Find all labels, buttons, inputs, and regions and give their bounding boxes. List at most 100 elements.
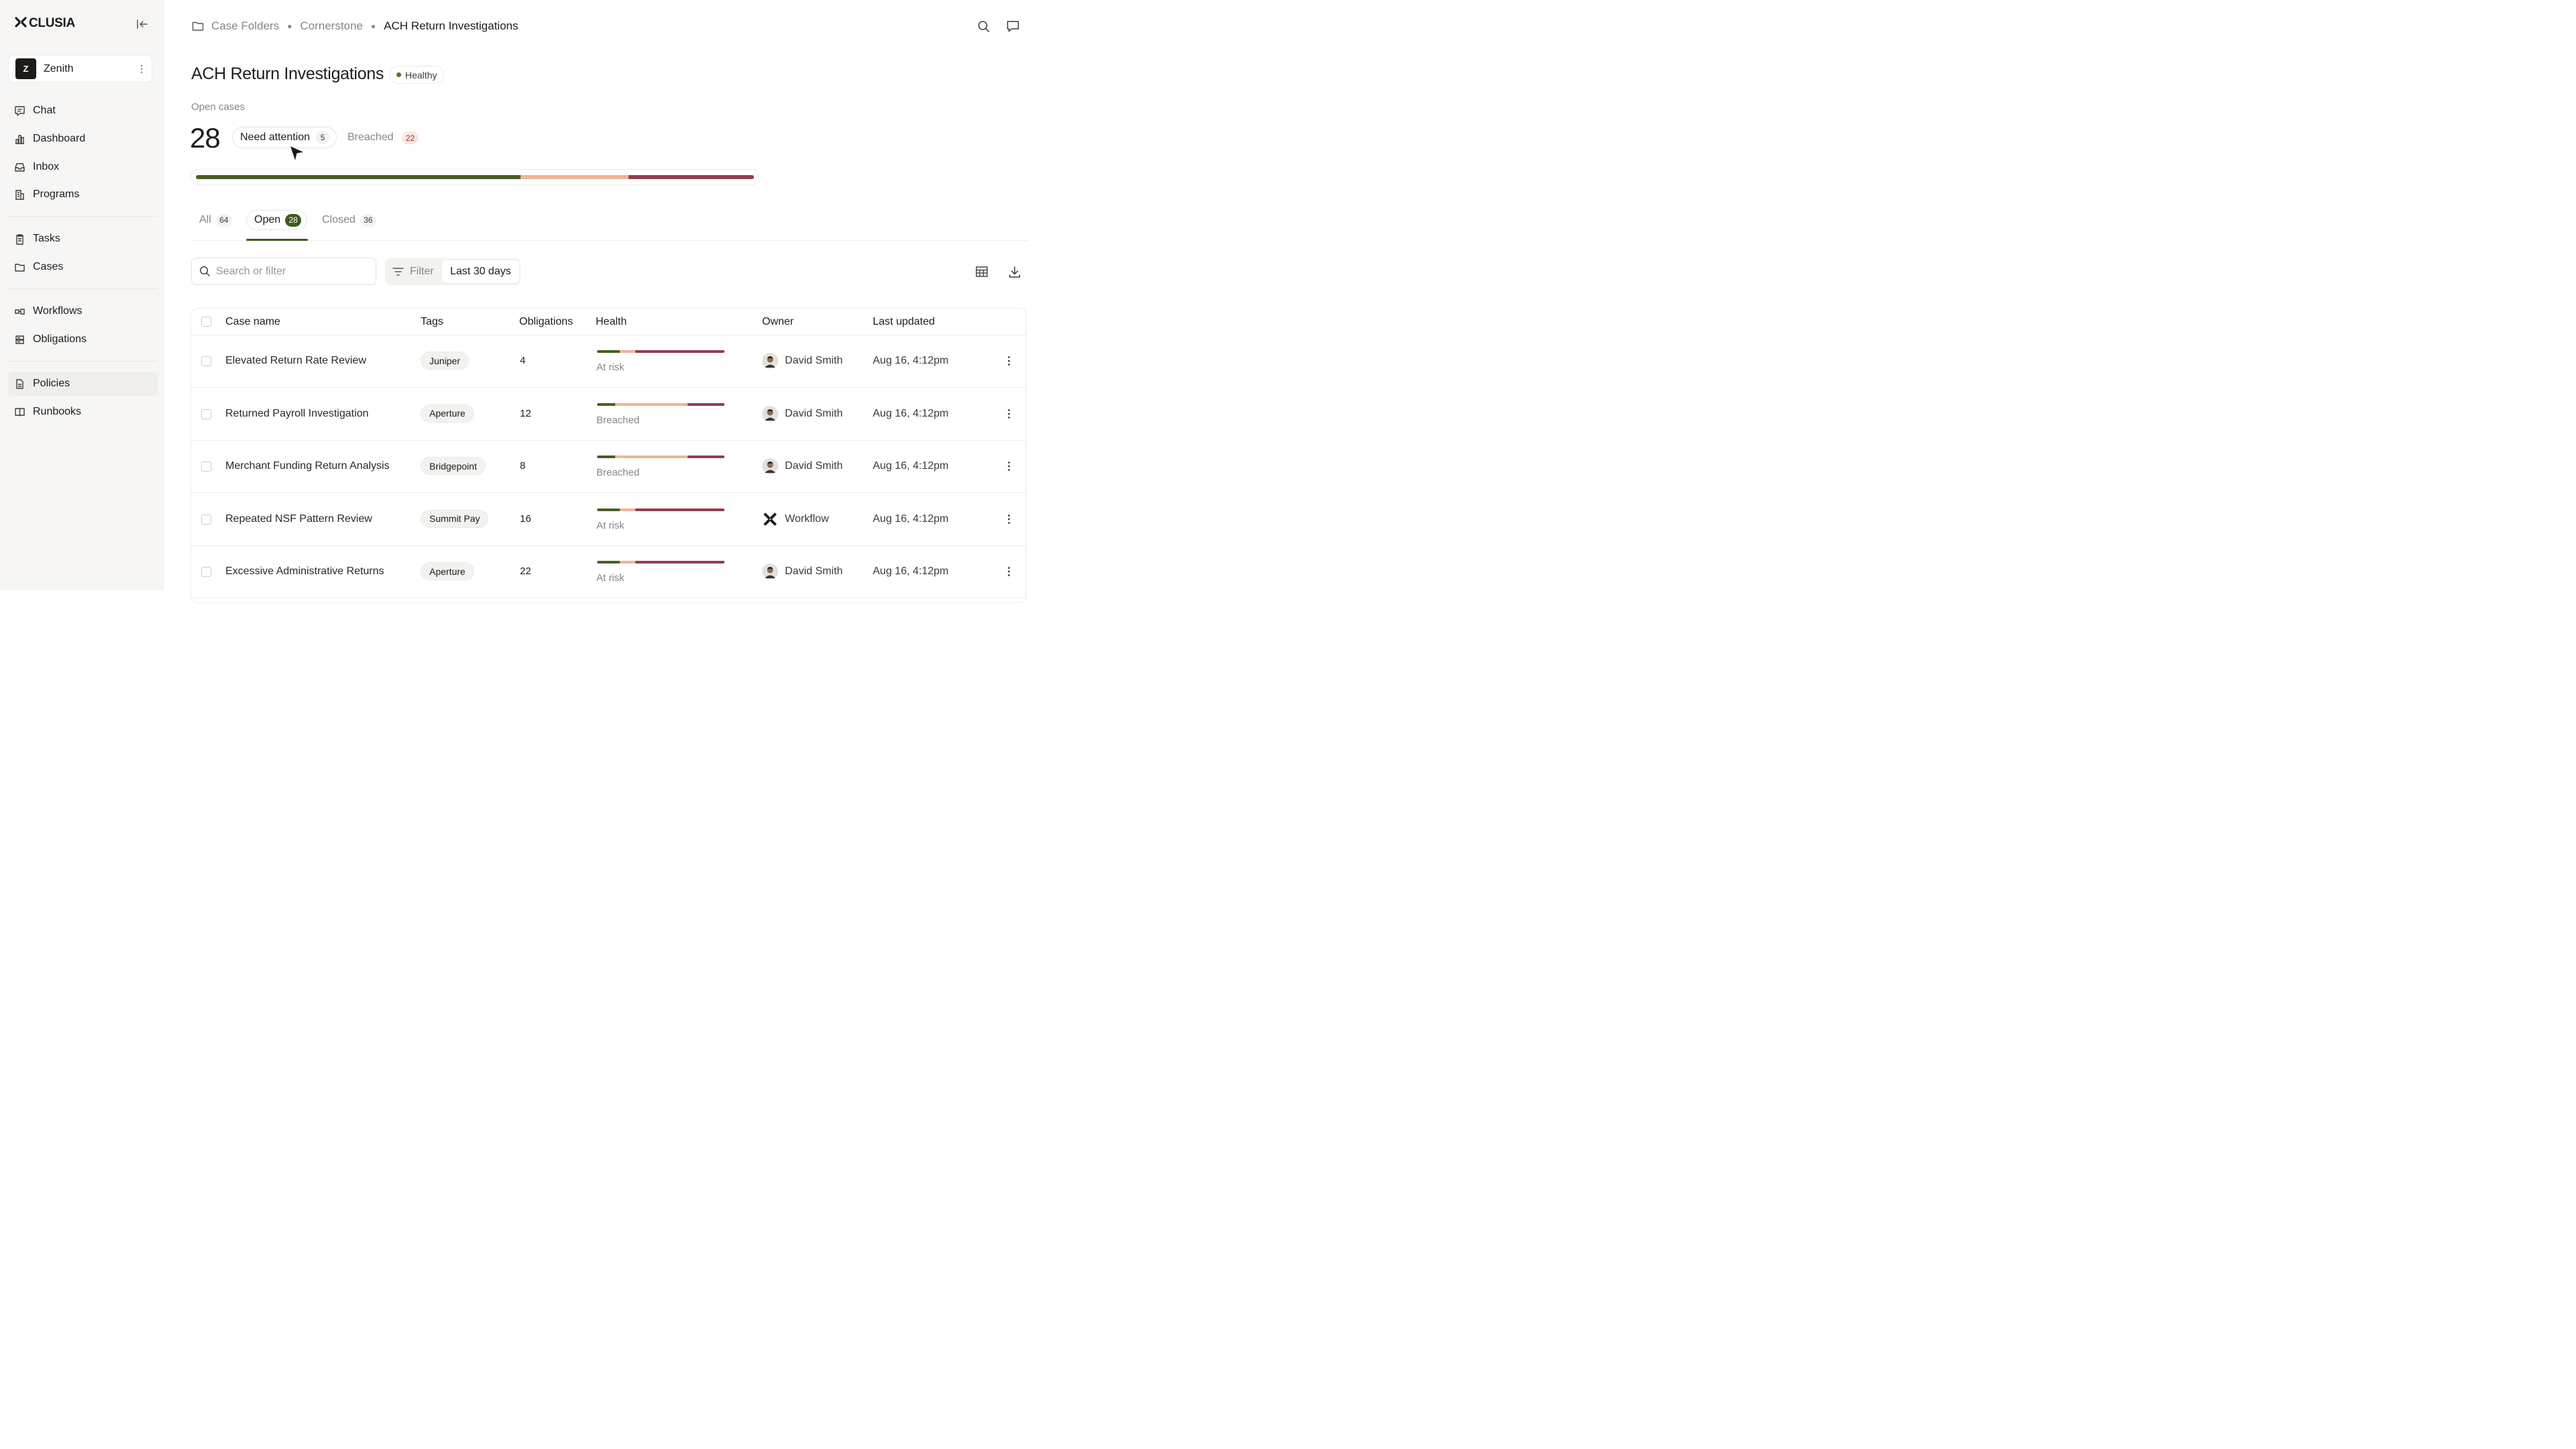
owner-name[interactable]: David Smith <box>785 355 843 366</box>
case-distribution-bar <box>196 175 754 179</box>
logo[interactable]: CLUSIA <box>15 16 75 31</box>
date-range-button[interactable]: Last 30 days <box>442 260 519 283</box>
row-checkbox[interactable] <box>201 409 211 419</box>
health-label: At risk <box>596 519 625 531</box>
tag-badge[interactable]: Juniper <box>421 352 469 370</box>
owner-name[interactable]: David Smith <box>785 407 843 419</box>
more-vertical-icon[interactable] <box>138 64 145 74</box>
more-vertical-icon[interactable] <box>1006 356 1012 366</box>
obligations-icon <box>13 333 26 346</box>
tab-label: All <box>199 214 211 225</box>
column-header-obligations[interactable]: Obligations <box>519 316 574 327</box>
table-row[interactable]: Returned Payroll Investigation Aperture 12… <box>191 388 1026 441</box>
search-input[interactable] <box>216 265 364 278</box>
tag-badge[interactable]: Aperture <box>421 562 474 580</box>
column-header-owner[interactable]: Owner <box>762 316 794 327</box>
breadcrumb-case-folders[interactable]: Case Folders <box>211 19 280 32</box>
last-updated: Aug 16, 4:12pm <box>873 566 949 577</box>
owner-name[interactable]: Workflow <box>785 513 829 525</box>
more-vertical-icon[interactable] <box>1006 514 1012 525</box>
health-bar-segment <box>620 561 635 564</box>
table-row[interactable]: Repeated NSF Pattern Review Summit Pay 16 A… <box>191 494 1026 546</box>
sidebar-item-obligations[interactable]: Obligations <box>8 327 158 352</box>
health-bar-segment <box>620 508 635 511</box>
table-row[interactable]: Merchant Funding Return Analysis Bridgepo… <box>191 441 1026 493</box>
sidebar-item-workflows[interactable]: Workflows <box>8 299 158 323</box>
sidebar-item-policies[interactable]: Policies <box>8 372 158 396</box>
row-checkbox[interactable] <box>201 514 211 525</box>
column-header-health[interactable]: Health <box>596 316 627 327</box>
comment-icon[interactable] <box>1006 19 1020 34</box>
tab-closed[interactable]: Closed 36 <box>322 210 376 230</box>
more-vertical-icon[interactable] <box>1006 409 1012 419</box>
health-bar-segment <box>614 455 688 458</box>
distribution-segment-at-risk <box>521 175 629 179</box>
select-all-checkbox[interactable] <box>201 317 211 327</box>
collapse-sidebar-icon[interactable] <box>135 17 150 31</box>
tab-count: 28 <box>285 213 302 227</box>
sidebar-divider <box>8 216 158 217</box>
sidebar-item-tasks[interactable]: Tasks <box>8 227 158 251</box>
logo-icon <box>15 16 27 31</box>
avatar <box>762 564 778 580</box>
column-header-tags[interactable]: Tags <box>421 316 443 327</box>
mouse-cursor-icon <box>289 145 305 162</box>
filter-group: Filter Last 30 days <box>385 258 521 285</box>
sidebar-item-dashboard[interactable]: Dashboard <box>8 127 158 151</box>
column-header-case-name[interactable]: Case name <box>225 316 280 327</box>
owner-name[interactable]: David Smith <box>785 460 843 472</box>
health-label: Breached <box>596 414 640 426</box>
tab-all[interactable]: All 64 <box>199 210 232 230</box>
health-status-dot <box>396 72 401 77</box>
sidebar-item-label: Dashboard <box>33 133 86 144</box>
row-checkbox[interactable] <box>201 356 211 366</box>
table-view-icon[interactable] <box>974 264 989 279</box>
column-header-last-updated[interactable]: Last updated <box>873 316 935 327</box>
workspace-switcher[interactable]: Z Zenith <box>8 55 152 83</box>
table-row[interactable]: Excessive Administrative Returns Aperture… <box>191 546 1026 598</box>
breadcrumb-cornerstone[interactable]: Cornerstone <box>300 19 363 32</box>
tab-open[interactable]: Open 28 <box>246 210 308 230</box>
case-name[interactable]: Returned Payroll Investigation <box>225 407 369 419</box>
case-name[interactable]: Excessive Administrative Returns <box>225 566 384 577</box>
breached-filter[interactable]: Breached <box>347 131 394 143</box>
health-bar-segment <box>597 455 615 458</box>
open-cases-count: 28 <box>190 122 221 154</box>
sidebar-item-inbox[interactable]: Inbox <box>8 155 158 179</box>
download-icon[interactable] <box>1007 264 1022 279</box>
case-name[interactable]: Merchant Funding Return Analysis <box>225 460 390 472</box>
sidebar-item-cases[interactable]: Cases <box>8 255 158 279</box>
last-updated: Aug 16, 4:12pm <box>873 355 949 366</box>
sidebar-divider <box>8 288 158 289</box>
avatar <box>762 458 778 474</box>
health-bar-segment <box>635 350 724 353</box>
need-attention-filter[interactable]: Need attention 5 <box>232 127 337 148</box>
filter-icon <box>392 268 404 276</box>
sidebar-item-chat[interactable]: Chat <box>8 99 158 123</box>
search-icon[interactable] <box>976 19 991 34</box>
more-vertical-icon[interactable] <box>1006 461 1012 472</box>
filter-button[interactable]: Filter <box>385 258 442 285</box>
tag-badge[interactable]: Aperture <box>421 404 474 423</box>
row-checkbox[interactable] <box>201 567 211 577</box>
table-row[interactable]: Elevated Return Rate Review Juniper 4 At ri… <box>191 335 1026 388</box>
more-vertical-icon[interactable] <box>1006 566 1012 577</box>
sidebar-item-runbooks[interactable]: Runbooks <box>8 400 158 424</box>
active-tab-indicator <box>246 239 308 241</box>
sidebar-item-label: Policies <box>33 378 70 389</box>
health-bar-segment <box>597 508 621 511</box>
tag-badge[interactable]: Bridgepoint <box>421 457 486 475</box>
health-status-label: Healthy <box>405 69 437 80</box>
open-cases-label: Open cases <box>191 101 246 113</box>
sidebar-item-programs[interactable]: Programs <box>8 182 158 207</box>
tag-badge[interactable]: Summit Pay <box>421 509 489 528</box>
need-attention-label: Need attention <box>240 131 311 143</box>
search-field[interactable] <box>191 258 376 285</box>
workflow-logo-icon <box>763 512 777 526</box>
owner-name[interactable]: David Smith <box>785 566 843 577</box>
folder-icon <box>192 21 204 31</box>
sidebar-item-label: Chat <box>33 105 56 116</box>
row-checkbox[interactable] <box>201 462 211 472</box>
case-name[interactable]: Repeated NSF Pattern Review <box>225 513 372 525</box>
case-name[interactable]: Elevated Return Rate Review <box>225 355 366 366</box>
